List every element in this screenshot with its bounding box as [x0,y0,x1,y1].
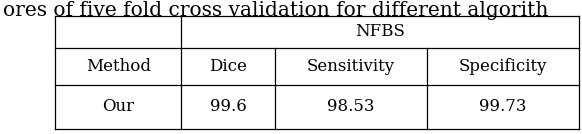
Text: ores of five fold cross validation for different algorith: ores of five fold cross validation for d… [3,1,548,20]
Text: Sensitivity: Sensitivity [307,58,395,75]
Text: 98.53: 98.53 [328,98,375,115]
Text: NFBS: NFBS [355,23,405,40]
Text: Specificity: Specificity [459,58,547,75]
Text: Method: Method [86,58,151,75]
Text: 99.73: 99.73 [480,98,527,115]
Text: Dice: Dice [210,58,247,75]
Text: 99.6: 99.6 [210,98,247,115]
Text: Our: Our [102,98,134,115]
